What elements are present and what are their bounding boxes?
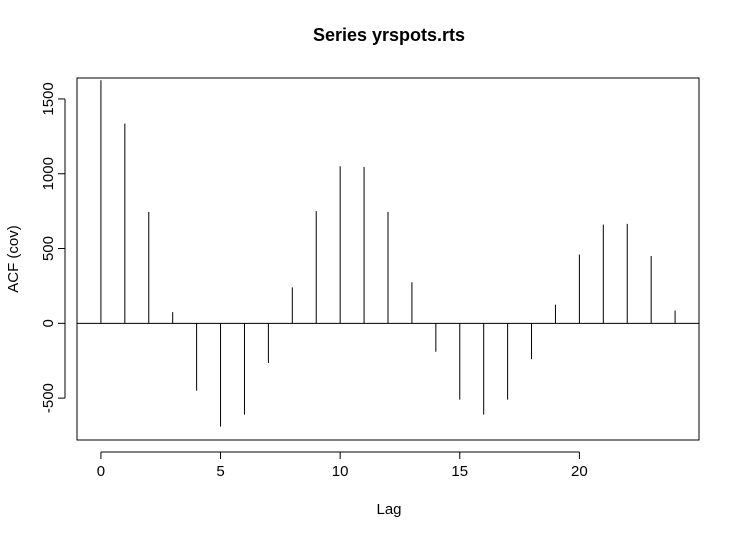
y-tick-label: 500 [40,236,57,261]
x-tick-label: 5 [216,463,224,480]
x-tick-label: 0 [97,463,105,480]
y-axis-label: ACF (cov) [5,225,22,293]
x-tick-label: 15 [451,463,468,480]
x-tick-label: 20 [571,463,588,480]
y-tick-label: 1500 [40,82,57,115]
x-axis-label: Lag [376,501,401,518]
acf-spikes [100,80,676,427]
x-axis: 0 5 10 15 20 [97,451,588,480]
y-tick-label: 0 [40,319,57,327]
y-tick-label: 1000 [40,157,57,190]
plot-frame [76,77,700,441]
y-tick-label: -500 [40,383,57,413]
x-tick-label: 10 [332,463,349,480]
chart-title: Series yrspots.rts [313,25,465,45]
y-axis: -500 0 500 1000 1500 [40,82,66,413]
